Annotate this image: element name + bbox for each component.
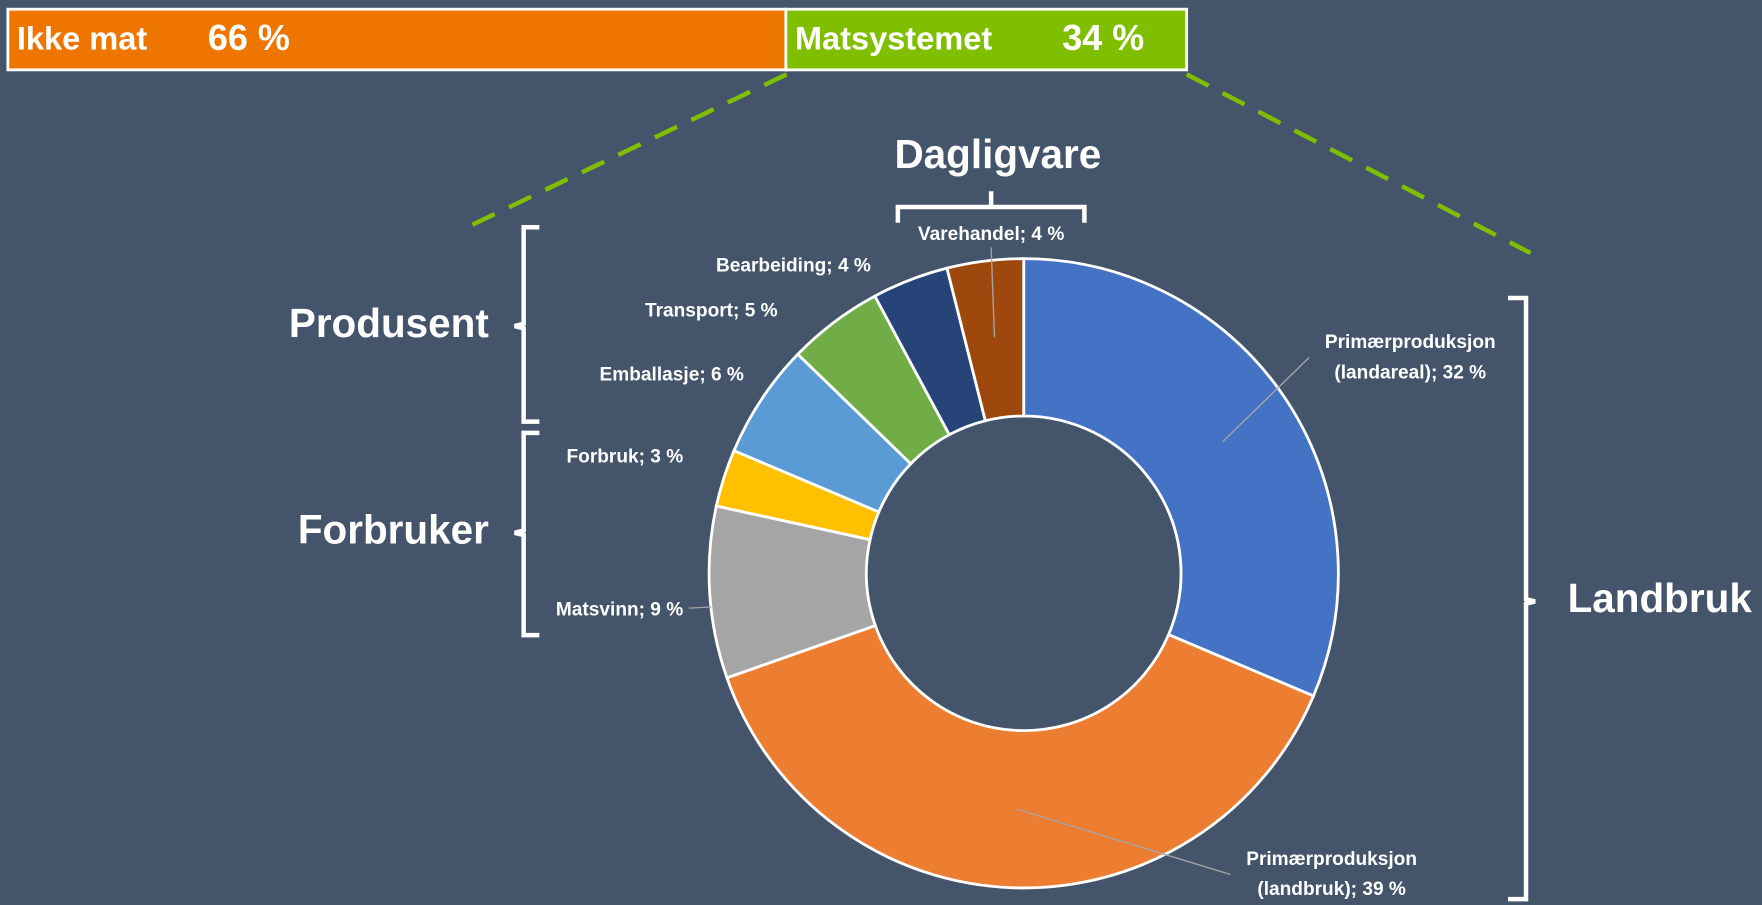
brace xyxy=(1508,295,1536,902)
leader-line xyxy=(688,606,712,609)
donut: Primærproduksjon (landareal); 32 %Primærp… xyxy=(556,224,1496,900)
segment-name: Matsystemet xyxy=(795,20,993,56)
bar-segment xyxy=(784,7,1189,72)
segment-value: 34 % xyxy=(1062,17,1144,58)
label-line: Matsvinn; 9 % xyxy=(556,599,683,620)
label-line: Primærproduksjon xyxy=(1246,849,1417,870)
zoom-line xyxy=(1185,72,1532,256)
leader-line xyxy=(1222,357,1310,443)
data-label: Primærproduksjon (landareal); 32 % xyxy=(1325,332,1496,383)
label-line: Primærproduksjon xyxy=(1325,332,1496,353)
label-line: Varehandel; 4 % xyxy=(918,224,1064,245)
brace xyxy=(895,191,1087,223)
zoom-line xyxy=(470,72,788,227)
leader-line xyxy=(1016,808,1231,876)
group-label: Forbruker xyxy=(298,507,489,553)
label-line: Transport; 5 % xyxy=(645,301,778,322)
donut-slice xyxy=(725,623,1316,890)
group-label: Dagligvare xyxy=(894,131,1101,177)
label-line: Forbruk; 3 % xyxy=(567,447,684,468)
group-label: Landbruk xyxy=(1568,575,1753,621)
data-label: Primærproduksjon (landbruk); 39 % xyxy=(1246,849,1417,900)
brace xyxy=(514,430,540,638)
brace xyxy=(514,224,540,424)
donut-slice xyxy=(945,257,1026,423)
donut-slice xyxy=(1022,257,1340,698)
label-line: (landareal); 32 % xyxy=(1334,362,1486,383)
segment-name: Ikke mat xyxy=(17,20,148,56)
leader-line xyxy=(990,247,996,338)
segment-value: 66 % xyxy=(208,17,290,58)
data-label: Forbruk; 3 % xyxy=(567,447,684,468)
data-label: Emballasje; 6 % xyxy=(600,365,744,386)
label-line: Bearbeiding; 4 % xyxy=(716,256,871,277)
data-label: Bearbeiding; 4 % xyxy=(716,256,871,277)
label-line: Emballasje; 6 % xyxy=(600,365,744,386)
group-label: Produsent xyxy=(289,300,489,346)
label-line: (landbruk); 39 % xyxy=(1257,879,1406,900)
data-label: Matsvinn; 9 % xyxy=(556,599,683,620)
data-label: Varehandel; 4 % xyxy=(918,224,1064,245)
data-label: Transport; 5 % xyxy=(645,301,778,322)
